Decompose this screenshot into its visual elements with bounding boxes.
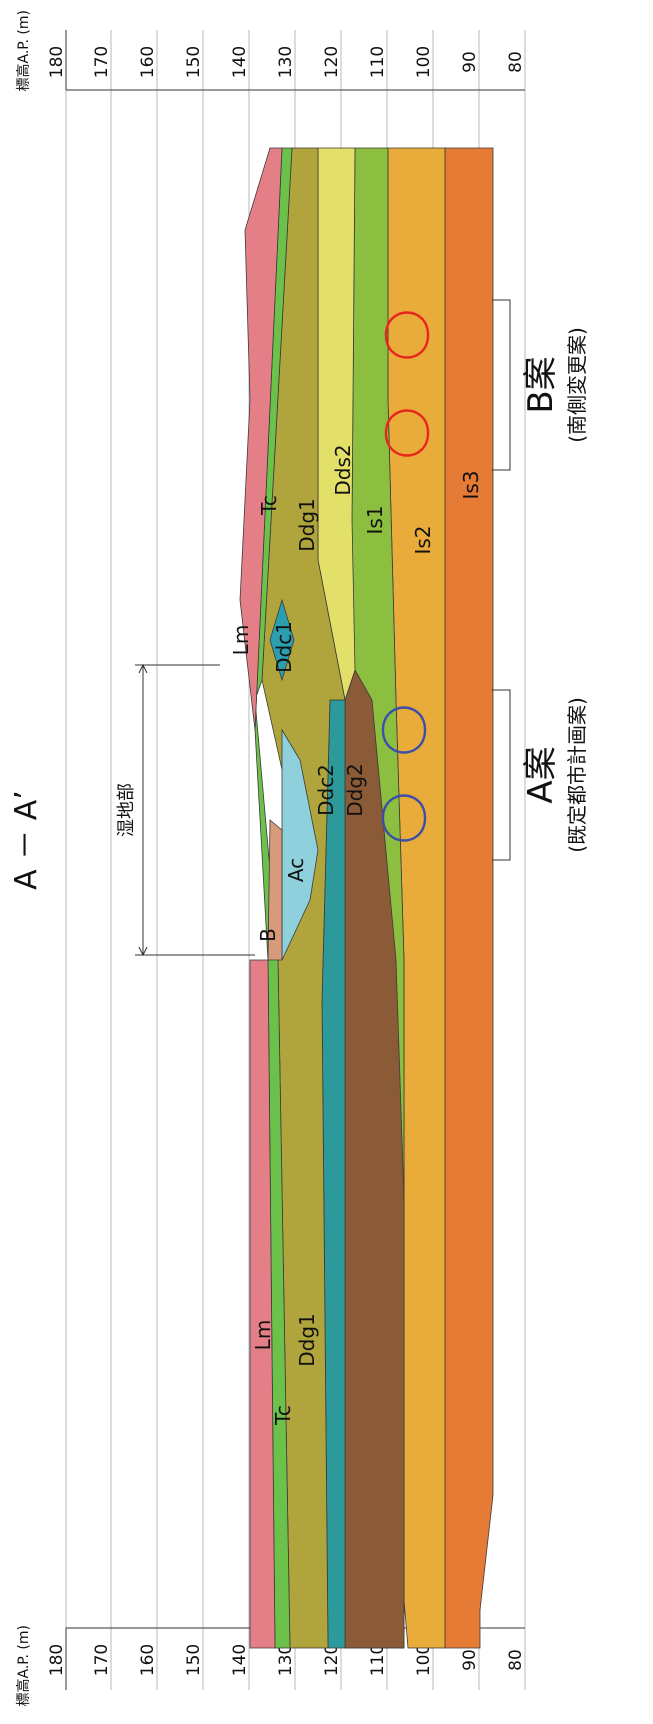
label-ddc1: Ddc1 bbox=[272, 621, 296, 673]
label-ddg1-bottom: Ddg1 bbox=[295, 1313, 319, 1367]
tick-top-130: 130 bbox=[276, 46, 296, 78]
tunnel-b1 bbox=[384, 311, 430, 359]
bracket-plan-a bbox=[492, 689, 511, 861]
label-lm-top: Lm bbox=[229, 625, 253, 656]
label-ddg1-top: Ddg1 bbox=[295, 498, 319, 552]
layer-lm-top bbox=[239, 147, 283, 731]
tick-top-150: 150 bbox=[184, 46, 204, 78]
layer-tc bbox=[254, 147, 293, 1649]
tick-bottom-120: 120 bbox=[322, 1644, 342, 1676]
label-tc-bottom: Tc bbox=[271, 1405, 295, 1426]
tick-bottom-80: 80 bbox=[506, 1649, 526, 1671]
tick-bottom-110: 110 bbox=[368, 1644, 388, 1676]
tick-top-170: 170 bbox=[92, 46, 112, 78]
label-is3: Is3 bbox=[459, 470, 483, 499]
label-is1: Is1 bbox=[363, 505, 387, 534]
tick-top-120: 120 bbox=[322, 46, 342, 78]
tick-bottom-160: 160 bbox=[138, 1644, 158, 1676]
plan-brackets bbox=[492, 299, 511, 861]
axis-label-top: 標高A.P. (m) bbox=[15, 10, 32, 92]
tick-top-90: 90 bbox=[460, 51, 480, 73]
tunnel-a1 bbox=[381, 706, 427, 754]
label-ddg2: Ddg2 bbox=[343, 763, 367, 817]
label-ac: Ac bbox=[284, 858, 308, 882]
tick-bottom-90: 90 bbox=[460, 1649, 480, 1671]
plan-a-title: A案 bbox=[521, 746, 561, 803]
tunnel-b2 bbox=[384, 409, 430, 457]
tunnel-a2 bbox=[381, 794, 427, 842]
label-b: B bbox=[256, 928, 280, 942]
wetland-label: 湿地部 bbox=[116, 783, 137, 837]
strata bbox=[239, 147, 494, 1649]
layer-lm-bottom bbox=[249, 959, 276, 1649]
label-is2: Is2 bbox=[411, 525, 435, 554]
tick-top-160: 160 bbox=[138, 46, 158, 78]
tick-top-100: 100 bbox=[414, 46, 434, 78]
label-lm-bottom: Lm bbox=[251, 1320, 275, 1351]
layer-b bbox=[267, 819, 283, 961]
layer-labels: Lm Tc Ddg1 Dds2 Ddc1 Ddc2 Ddg2 Is1 Is2 I… bbox=[229, 444, 483, 1426]
tunnels-plan-b bbox=[384, 311, 430, 457]
tick-top-80: 80 bbox=[506, 51, 526, 73]
wetland-dimension bbox=[135, 663, 255, 957]
tick-top-110: 110 bbox=[368, 46, 388, 78]
layer-ddg2 bbox=[344, 669, 405, 1649]
tick-bottom-170: 170 bbox=[92, 1644, 112, 1676]
label-ddc2: Ddc2 bbox=[314, 764, 338, 816]
label-dds2: Dds2 bbox=[331, 444, 355, 495]
plan-b-title: B案 bbox=[521, 356, 561, 413]
tick-bottom-150: 150 bbox=[184, 1644, 204, 1676]
tick-bottom-180: 180 bbox=[47, 1644, 67, 1676]
tick-bottom-100: 100 bbox=[414, 1644, 434, 1676]
layer-is3 bbox=[444, 147, 494, 1649]
tick-top-140: 140 bbox=[230, 46, 250, 78]
tick-top-180: 180 bbox=[47, 46, 67, 78]
tick-bottom-130: 130 bbox=[276, 1644, 296, 1676]
plan-a-subtitle: (既定都市計画案) bbox=[565, 697, 589, 853]
bracket-plan-b bbox=[492, 299, 511, 471]
tick-bottom-140: 140 bbox=[230, 1644, 250, 1676]
axis-label-bottom: 標高A.P. (m) bbox=[15, 1625, 32, 1707]
tunnels-plan-a bbox=[381, 706, 427, 842]
elevation-axis-bottom: 標高A.P. (m) 180 170 160 150 140 130 120 1… bbox=[15, 1625, 526, 1707]
layer-ddc1-lens bbox=[269, 598, 295, 682]
plan-b-subtitle: (南側変更案) bbox=[565, 327, 589, 443]
elevation-axis-top: 標高A.P. (m) 180 170 160 150 140 130 120 1… bbox=[15, 10, 526, 92]
label-tc-top: Tc bbox=[257, 495, 281, 516]
section-title: A － A’ bbox=[9, 790, 44, 890]
